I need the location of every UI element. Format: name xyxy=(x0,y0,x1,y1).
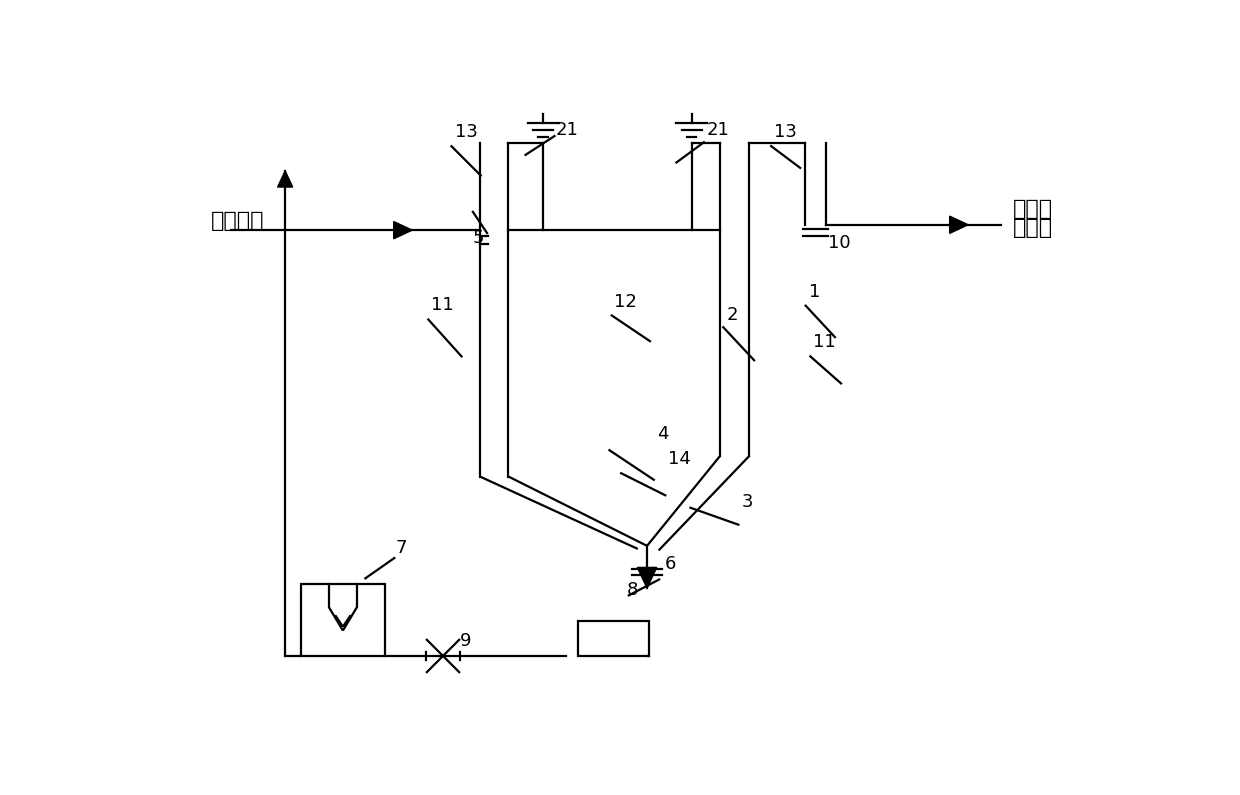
Text: 1: 1 xyxy=(808,283,820,301)
Bar xyxy=(300,584,386,656)
Bar xyxy=(578,621,650,656)
Text: 去储罐: 去储罐 xyxy=(1013,218,1053,238)
Text: 12: 12 xyxy=(614,293,637,311)
Text: 粗水合肼: 粗水合肼 xyxy=(211,211,264,231)
Text: 7: 7 xyxy=(396,539,407,557)
Text: 11: 11 xyxy=(812,333,836,351)
Text: 2: 2 xyxy=(727,306,738,324)
Text: 13: 13 xyxy=(774,123,797,142)
Text: 4: 4 xyxy=(657,425,668,443)
Polygon shape xyxy=(637,568,657,588)
Polygon shape xyxy=(278,171,293,187)
Text: 9: 9 xyxy=(460,631,471,650)
Text: 21: 21 xyxy=(556,121,578,139)
Text: 5: 5 xyxy=(472,229,484,247)
Polygon shape xyxy=(394,222,412,238)
Text: 14: 14 xyxy=(668,450,691,467)
Text: 8: 8 xyxy=(626,580,637,599)
Text: 6: 6 xyxy=(665,555,676,572)
Text: 3: 3 xyxy=(742,493,753,511)
Polygon shape xyxy=(950,216,968,234)
Text: 10: 10 xyxy=(828,235,851,252)
Text: 11: 11 xyxy=(432,296,454,314)
Text: 13: 13 xyxy=(455,122,477,141)
Text: 水合肼: 水合肼 xyxy=(1013,200,1053,219)
Text: 21: 21 xyxy=(707,121,729,139)
